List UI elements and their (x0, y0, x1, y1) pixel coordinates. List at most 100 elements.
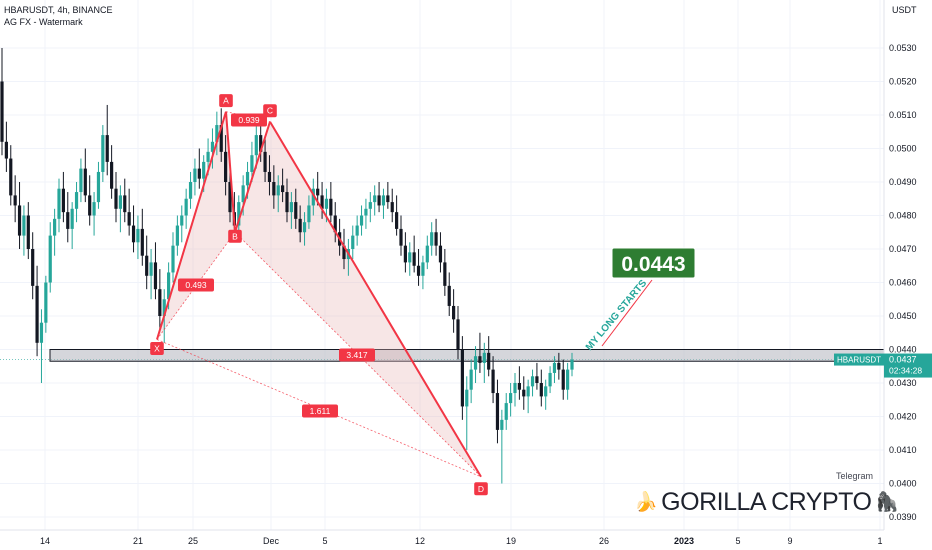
candle-body (149, 262, 153, 276)
brand-watermark: 🍌 GORILLA CRYPTO 🦍 (634, 488, 899, 517)
candle-body (539, 383, 543, 397)
candles (0, 48, 574, 484)
candle-body (224, 151, 228, 182)
pattern-lines-layer (156, 111, 482, 478)
telegram-label: Telegram (836, 471, 874, 481)
candle-body (434, 232, 438, 246)
pattern-leg (234, 121, 271, 233)
candle-body (153, 262, 158, 290)
pattern-point-x-text: X (154, 343, 160, 353)
candle-body (101, 135, 105, 172)
candle-body (548, 372, 552, 387)
pattern-point-b-text: B (232, 231, 238, 241)
candle-body (17, 205, 22, 236)
price-tick-label: 0.0400 (889, 479, 917, 489)
pattern-point-a-text: A (223, 96, 229, 106)
candle-body (342, 245, 346, 260)
candle-body (403, 245, 407, 263)
candle-body (131, 225, 136, 243)
target-price-box (611, 247, 696, 279)
candle-body (294, 202, 298, 219)
candle-body (136, 228, 140, 243)
pattern-point-c-box (263, 104, 277, 118)
candle-body (202, 161, 206, 179)
price-tick-label: 0.0430 (889, 378, 917, 388)
candle-body (544, 386, 548, 397)
candle-body (311, 188, 315, 206)
price-tick-label: 0.0440 (889, 345, 917, 355)
candle-body (39, 322, 44, 343)
price-tick-label: 0.0500 (889, 144, 917, 154)
candle-body (495, 393, 500, 430)
candle-body (320, 195, 324, 209)
candle-body (4, 141, 8, 159)
support-zone-layer (49, 349, 885, 362)
candle-body (92, 202, 96, 216)
candle-body (469, 369, 473, 390)
candle-body (452, 305, 456, 320)
time-tick-label: 5 (322, 536, 327, 546)
candle-body (333, 215, 337, 233)
candle-body (302, 222, 307, 233)
time-tick-label: 26 (599, 536, 609, 546)
candle-body (530, 376, 535, 387)
price-tick-label: 0.0530 (889, 43, 917, 53)
gorilla-icon: 🦍 (875, 492, 899, 513)
candle-body (447, 285, 451, 306)
current-price-tag (884, 353, 932, 378)
candle-body (35, 285, 39, 343)
candle-body (324, 198, 329, 209)
price-tick-label: 0.0460 (889, 278, 917, 288)
pattern-leg (156, 111, 227, 340)
candle-body (465, 389, 469, 407)
price-tick-label: 0.0450 (889, 311, 917, 321)
candle-body (473, 356, 478, 370)
candle-body (162, 299, 166, 316)
candle-body (79, 168, 83, 193)
candle-body (351, 235, 355, 249)
candle-body (123, 195, 127, 213)
candle-body (259, 135, 263, 152)
candle-body (44, 282, 48, 323)
candle-body (66, 212, 70, 229)
symbol-title[interactable]: HBARUSDT, 4h, BINANCE (4, 5, 113, 15)
annotation-arrow (601, 279, 653, 347)
candle-body (171, 245, 175, 273)
candle-body (263, 151, 267, 172)
candle-body (425, 245, 429, 263)
price-axis-unit: USDT (892, 5, 917, 15)
candle-body (184, 198, 188, 216)
candle-body (430, 232, 434, 246)
price-tick-label: 0.0520 (889, 77, 917, 87)
candle-body (390, 202, 394, 213)
pattern-point-a-box (219, 94, 233, 108)
current-price-text: 0.0437 (889, 355, 917, 365)
candle-body (316, 188, 320, 196)
candle-body (456, 319, 460, 350)
candle-body (206, 151, 210, 162)
candle-body (408, 252, 412, 263)
candle-body (482, 352, 486, 363)
candle-body (381, 195, 386, 206)
candle-body (513, 383, 517, 394)
candle-body (250, 155, 254, 172)
pattern-point-x-box (150, 341, 164, 355)
price-tick-label: 0.0510 (889, 110, 917, 120)
candle-body (70, 208, 74, 229)
pattern-point-d-text: D (478, 484, 484, 494)
candle-body (53, 218, 57, 236)
candle-body (526, 386, 530, 397)
candle-body (140, 228, 144, 256)
candle-body (355, 225, 359, 236)
time-tick-label: 12 (415, 536, 425, 546)
pattern-ratio-label-text: 0.939 (238, 115, 260, 125)
target-price-text: 0.0443 (621, 253, 685, 276)
time-tick-label: 25 (188, 536, 198, 546)
price-tick-label: 0.0390 (889, 512, 917, 522)
indicator-title[interactable]: AG FX - Watermark (4, 17, 83, 27)
pattern-ratio-label-text: 1.611 (310, 406, 331, 416)
pattern-labels-layer: X A B C D 0.493 0.939 3.417 1.611 (150, 94, 488, 496)
candle-body (96, 171, 101, 203)
time-tick-label: Dec (263, 536, 280, 546)
